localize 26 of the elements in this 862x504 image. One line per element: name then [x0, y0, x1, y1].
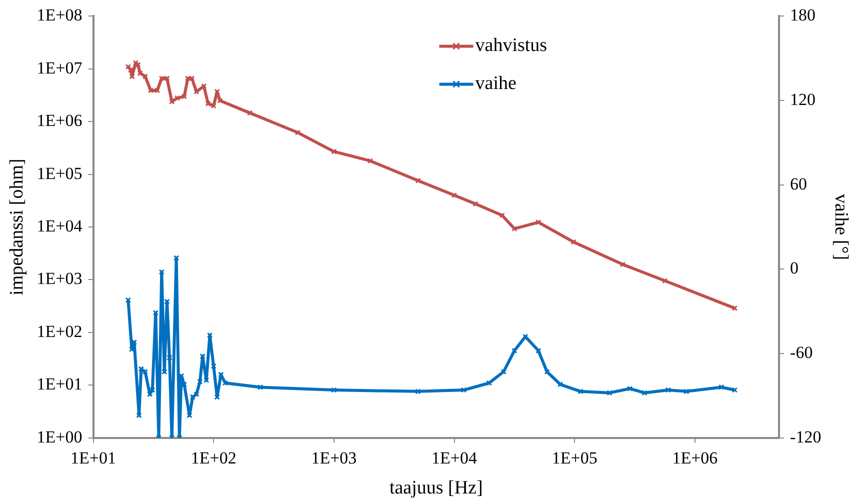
- y-tick-label: 1E+06: [36, 111, 82, 130]
- y2-tick-label: 0: [790, 258, 799, 278]
- y-tick-label: 1E+04: [36, 216, 83, 236]
- legend-label: vahvistus: [475, 35, 548, 56]
- y-tick-label: 1E+00: [36, 427, 82, 446]
- x-tick-label: 1E+05: [552, 448, 598, 468]
- y-tick-label: 1E+01: [36, 374, 82, 394]
- y-tick-label: 1E+08: [36, 6, 82, 25]
- x-tick-label: 1E+03: [311, 448, 357, 468]
- y2-tick-label: 180: [790, 6, 816, 25]
- y2-tick-label: 60: [790, 174, 808, 194]
- x-axis-title: taajuus [Hz]: [389, 478, 483, 499]
- y2-tick-label: -60: [790, 342, 813, 362]
- y-axis-title: impedanssi [ohm]: [6, 158, 28, 296]
- y-tick-label: 1E+07: [36, 58, 83, 78]
- y2-tick-label: -120: [790, 427, 822, 446]
- y2-tick-label: 120: [790, 90, 816, 109]
- y-tick-label: 1E+05: [36, 164, 82, 183]
- y-tick-label: 1E+02: [36, 322, 82, 341]
- y2-axis-title: vaihe [°]: [830, 194, 852, 260]
- y-tick-label: 1E+03: [36, 269, 82, 288]
- legend-label: vaihe: [475, 73, 516, 94]
- x-tick-label: 1E+02: [190, 448, 236, 468]
- x-tick-label: 1E+06: [672, 448, 718, 468]
- x-tick-label: 1E+01: [70, 448, 116, 468]
- x-tick-label: 1E+04: [432, 448, 478, 468]
